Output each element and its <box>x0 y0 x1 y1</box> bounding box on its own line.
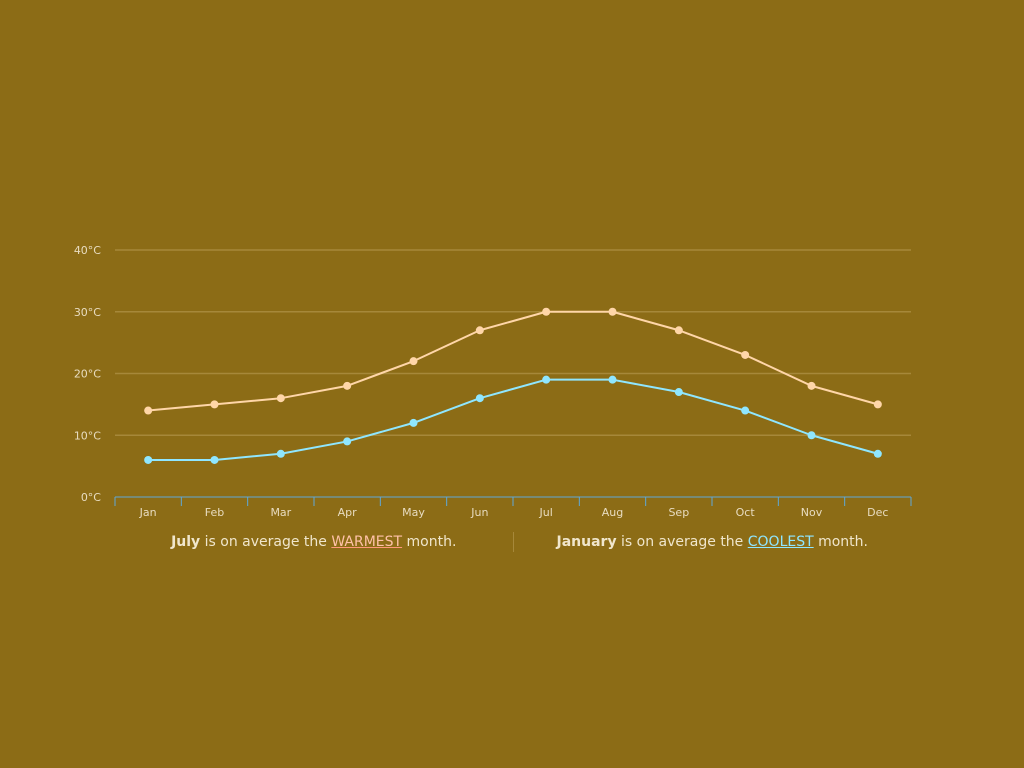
coolest-month: January <box>556 534 617 550</box>
grid-lines <box>115 249 911 436</box>
series-1-point <box>674 326 683 335</box>
x-tick-label: May <box>402 506 425 519</box>
series-1-point <box>343 381 352 390</box>
series-2-point <box>608 375 617 384</box>
series-1-point <box>608 307 617 316</box>
series-2-point <box>873 449 882 458</box>
series-2-point <box>210 455 219 464</box>
y-tick-label: 10°C <box>74 429 101 442</box>
series-1-point <box>144 406 153 415</box>
x-tick-label: Sep <box>668 506 689 519</box>
series-2-point <box>807 431 816 440</box>
coolest-text-before: is on average the <box>616 534 748 550</box>
y-tick-label: 40°C <box>74 244 101 257</box>
series-2-point <box>542 375 551 384</box>
summary-divider <box>512 532 514 552</box>
coolest-summary: January is on average the COOLEST month. <box>514 534 912 550</box>
x-axis <box>114 496 912 506</box>
x-tick-label: Feb <box>205 506 224 519</box>
series-line-1 <box>148 310 879 412</box>
series-1-point <box>807 381 816 390</box>
y-tick-label: 20°C <box>74 368 101 381</box>
summary-bar: July is on average the WARMEST month. Ja… <box>115 530 911 554</box>
coolest-text-after: month. <box>813 534 868 550</box>
warmest-summary: July is on average the WARMEST month. <box>115 534 513 550</box>
series-1-point <box>741 350 750 359</box>
coolest-keyword: COOLEST <box>747 534 814 550</box>
series-1-point <box>210 400 219 409</box>
series-1-point <box>276 394 285 403</box>
x-tick-label: Jun <box>470 506 488 519</box>
warmest-text-before: is on average the <box>200 534 332 550</box>
series-2-point <box>343 437 352 446</box>
series-2-point <box>741 406 750 415</box>
x-tick-label: Apr <box>338 506 358 519</box>
series-1-point <box>409 357 418 366</box>
series-2-point <box>409 418 418 427</box>
series-1-point <box>542 307 551 316</box>
y-tick-label: 0°C <box>81 491 101 504</box>
warmest-text-after: month. <box>402 534 457 550</box>
x-tick-label: Mar <box>270 506 291 519</box>
series-1-point <box>475 326 484 335</box>
series-1-point <box>873 400 882 409</box>
x-tick-label: Dec <box>867 506 888 519</box>
x-tick-label: Oct <box>736 506 756 519</box>
x-axis-ticks: Jan Feb Mar Apr May Jun Jul Aug Sep Oct Nov Dec <box>139 506 889 519</box>
series-2-point <box>276 449 285 458</box>
series-line-2 <box>148 378 879 461</box>
x-tick-label: Jul <box>539 506 553 519</box>
series-2-point <box>674 388 683 397</box>
x-tick-label: Nov <box>801 506 823 519</box>
series-2-point <box>144 455 153 464</box>
x-tick-label: Jan <box>139 506 157 519</box>
x-tick-label: Aug <box>602 506 623 519</box>
series-lines <box>144 307 882 464</box>
y-axis-ticks: 0°C 10°C 20°C 30°C 40°C <box>74 244 101 504</box>
y-tick-label: 30°C <box>74 306 101 319</box>
warmest-month: July <box>171 534 201 550</box>
warmest-keyword: WARMEST <box>331 534 403 550</box>
series-2-point <box>475 394 484 403</box>
